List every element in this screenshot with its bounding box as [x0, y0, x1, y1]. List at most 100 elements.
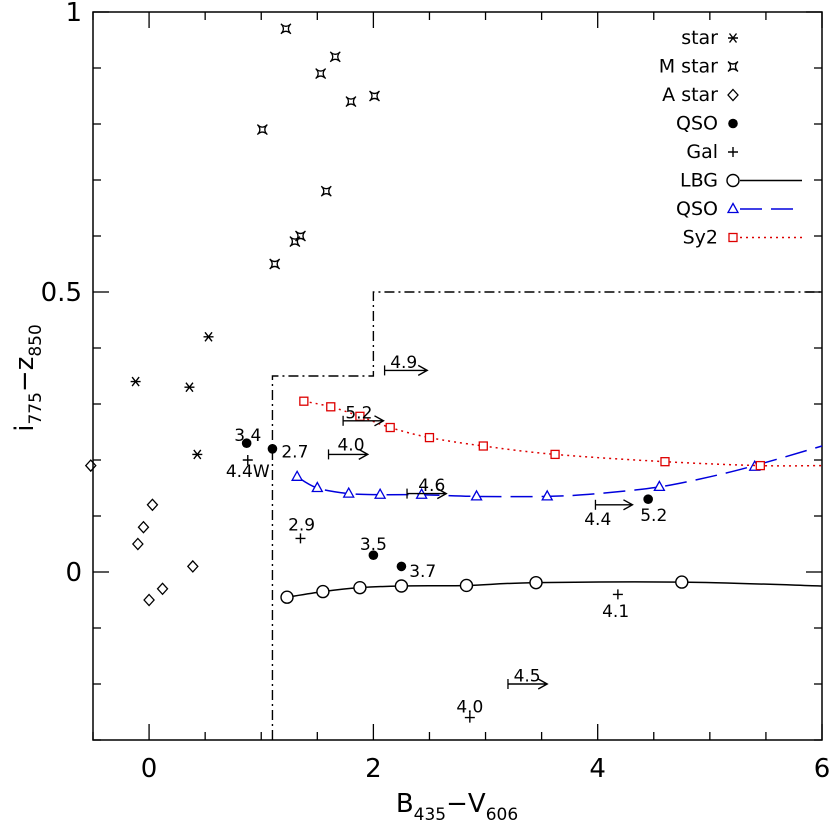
- legend-label: LBG: [680, 170, 718, 192]
- legend-marker-shape: [728, 232, 738, 243]
- limit-arrow: [507, 678, 549, 690]
- redshift-labels: 3.4 2.7 4.4W 2.9 3.5 3.7 5.2 4.1 4.0: [226, 426, 667, 718]
- track-sy2-marker: [385, 422, 395, 433]
- track-qso-marker: [291, 469, 304, 481]
- track-qso-marker-shape: [541, 489, 554, 501]
- m-star-point: [320, 185, 332, 197]
- track-lbg-marker-shape: [459, 578, 474, 593]
- track-qso-marker: [653, 480, 666, 492]
- limit-arrow: [343, 415, 385, 427]
- m-star-point: [256, 124, 268, 136]
- a-star-point: [146, 498, 159, 512]
- limit-arrow: [407, 487, 448, 500]
- axis-tick-labels: 0 2 4 6 0 0.5 1: [41, 0, 830, 784]
- legend-marker-shape: [726, 173, 740, 188]
- redshift-label: 4.1: [602, 602, 629, 622]
- legend-marker-shape: [728, 147, 738, 157]
- star-point-shape: [184, 382, 195, 393]
- qso-point: [241, 438, 252, 449]
- legend-marker: [726, 202, 740, 214]
- track-qso-marker: [311, 481, 324, 493]
- a-star-point: [156, 582, 169, 596]
- track-lbg-marker: [280, 590, 294, 604]
- selection-box-line: [271, 291, 822, 740]
- selection-region: [271, 291, 822, 740]
- track-lbg-marker-shape: [675, 575, 689, 589]
- a-star-point-shape: [84, 459, 97, 473]
- legend-marker-shape: [727, 88, 739, 102]
- gal-point: [612, 589, 623, 600]
- track-sy2-marker: [478, 441, 488, 451]
- track-sy2-marker: [326, 402, 336, 412]
- legend-marker: [727, 61, 739, 72]
- track-lbg-marker: [675, 575, 689, 589]
- limit-arrow-label: 4.9: [390, 353, 417, 373]
- legend-marker: [728, 33, 738, 43]
- redshift-label: 3.7: [409, 562, 436, 582]
- track-qso-marker-shape: [311, 481, 324, 493]
- star-point-shape: [192, 449, 203, 460]
- m-star-point: [280, 23, 292, 35]
- legend-marker: [728, 147, 738, 157]
- data-points: [84, 23, 653, 723]
- m-star-point-shape: [345, 96, 357, 108]
- qso-point: [267, 444, 278, 454]
- track-lbg-marker-shape: [280, 590, 294, 604]
- legend-label: QSO: [676, 198, 718, 220]
- star-point: [192, 449, 203, 460]
- track-lbg-marker: [459, 578, 474, 593]
- qso-point-shape: [396, 561, 407, 572]
- legend-label: Gal: [686, 141, 718, 163]
- qso-point: [368, 550, 379, 560]
- m-star-point: [369, 90, 380, 102]
- track-sy2-marker: [660, 457, 670, 467]
- redshift-label: 2.7: [281, 443, 308, 463]
- qso-point: [643, 494, 653, 505]
- track-sy2-marker: [550, 449, 560, 460]
- legend: star M star A star QSO Gal LBG QSO Sy2: [659, 27, 802, 249]
- gal-point: [464, 712, 475, 723]
- model-tracks: [280, 396, 823, 604]
- legend-marker-shape: [728, 33, 738, 43]
- limit-arrow: [328, 448, 370, 461]
- track-qso-line: [296, 445, 823, 498]
- redshift-label: 3.5: [360, 535, 387, 555]
- limit-arrow-label: 5.2: [345, 403, 372, 423]
- track-sy2-marker-shape: [755, 460, 765, 471]
- track-sy2-marker: [424, 432, 435, 443]
- track-qso-marker-shape: [342, 486, 355, 498]
- track-lbg-marker-shape: [353, 580, 367, 595]
- a-star-point: [143, 593, 155, 607]
- track-lbg-marker-shape: [394, 579, 409, 593]
- a-star-point: [137, 520, 150, 534]
- x-tick-label: 4: [589, 754, 606, 784]
- y-tick-label: 0.5: [41, 278, 82, 308]
- track-sy2-marker-shape: [550, 449, 560, 460]
- track-sy2-marker-shape: [660, 457, 670, 467]
- limit-arrows: 4.9 5.2 4.0 4.6 4.4 4.5: [327, 353, 634, 690]
- x-tick-label: 2: [365, 754, 382, 784]
- track-lbg-marker: [353, 580, 367, 595]
- track-sy2-marker-shape: [424, 432, 435, 443]
- legend-marker: [728, 118, 738, 129]
- y-tick-label: 0: [65, 558, 82, 588]
- m-star-point: [329, 51, 341, 63]
- track-lbg-marker: [529, 575, 543, 590]
- legend-marker: [726, 173, 740, 188]
- limit-arrow-label: 4.6: [418, 476, 445, 496]
- gal-point: [295, 533, 306, 544]
- track-qso-marker: [374, 487, 387, 499]
- m-star-point: [315, 68, 327, 80]
- y-tick-label: 1: [65, 0, 82, 28]
- legend-label: M star: [659, 56, 718, 78]
- x-tick-label: 6: [814, 754, 830, 784]
- limit-arrow-label: 4.4: [584, 510, 611, 530]
- redshift-label: 4.0: [456, 697, 483, 717]
- qso-point-shape: [643, 494, 653, 505]
- m-star-point-shape: [269, 258, 281, 270]
- star-point-shape: [203, 331, 214, 342]
- redshift-label: 5.2: [640, 506, 667, 526]
- star-point: [203, 331, 214, 342]
- legend-marker: [728, 232, 738, 243]
